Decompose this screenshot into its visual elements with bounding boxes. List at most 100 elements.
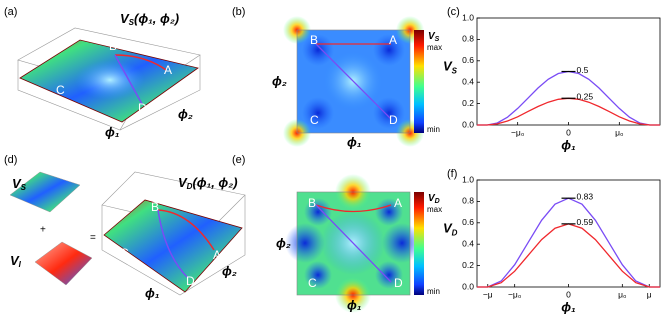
label-sub: S	[435, 36, 440, 43]
y-tick-label: 0.2	[462, 260, 474, 270]
panel-label: (e)	[232, 154, 245, 166]
panel-label: (b)	[232, 6, 245, 18]
label-base: V	[12, 176, 22, 191]
path-bd	[114, 54, 143, 105]
y-tick-label: 0.0	[462, 281, 474, 291]
heatmap	[285, 174, 422, 313]
colorbar	[414, 192, 424, 295]
path-bd	[157, 209, 189, 279]
x-axis-label: ϕ₁	[561, 137, 575, 152]
point-label: B	[109, 39, 117, 53]
colorbar-max: max	[427, 205, 442, 214]
surface-center	[75, 60, 145, 100]
x-axis-label: ϕ₁	[561, 299, 575, 314]
panel-label: (a)	[4, 6, 17, 18]
label-base: V	[428, 193, 436, 204]
line-series	[477, 97, 660, 126]
annotation-label: 0.25	[577, 92, 594, 102]
y-label: ϕ₂	[276, 235, 291, 250]
path-ba	[114, 54, 167, 71]
label-base: V	[178, 175, 188, 190]
point-label: B	[310, 33, 318, 47]
colorbar-title: VD	[428, 193, 440, 205]
x-tick-label: 0	[566, 289, 571, 299]
label-sub: D	[452, 229, 458, 238]
surface-label: VS(ϕ₁, ϕ₂)	[120, 11, 179, 27]
annotation-label: 0.59	[577, 217, 594, 227]
panel-label: (d)	[4, 154, 17, 166]
inset-surface	[9, 171, 81, 213]
point-label: D	[389, 113, 398, 127]
label-sub: I	[19, 260, 22, 269]
label-base: V	[10, 253, 20, 268]
x-tick-label: μ₀	[618, 289, 627, 299]
x-label: ϕ₁	[347, 134, 361, 149]
point-label: A	[389, 33, 397, 47]
y-tick-label: 0.0	[462, 119, 474, 129]
x-tick-label: 0	[566, 127, 571, 137]
colorbar-max: max	[427, 43, 442, 52]
label-sub: D	[187, 182, 193, 191]
surface	[103, 199, 243, 293]
colorbar-min: min	[427, 287, 440, 296]
point-label: B	[308, 196, 316, 210]
y-tick-label: 0.4	[462, 238, 474, 248]
label-base: V	[120, 11, 130, 26]
equals: =	[90, 233, 96, 244]
annotation-label: 0.83	[577, 191, 594, 201]
label-sub: S	[129, 18, 135, 27]
point-label: D	[186, 274, 195, 288]
label-base: V	[428, 31, 436, 42]
y-axis-label: VD	[443, 221, 458, 238]
point-label: D	[138, 101, 147, 115]
label-base: V	[443, 59, 453, 74]
colorbar-title: VS	[428, 31, 440, 43]
x-tick-label: −μ	[483, 289, 493, 299]
point-label: C	[310, 113, 319, 127]
point-label: A	[394, 196, 402, 210]
colorbar-min: min	[427, 125, 440, 134]
x-tick-label: μ	[647, 289, 652, 299]
y-label: ϕ₂	[272, 73, 287, 88]
point-label: C	[120, 246, 129, 260]
point-label: D	[394, 276, 403, 290]
plot-frame	[476, 179, 661, 288]
point-label: C	[308, 276, 317, 290]
y-tick-label: 1.0	[462, 12, 474, 22]
plus: +	[40, 225, 46, 236]
point-label: C	[56, 83, 65, 97]
x-tick-label: μ₀	[615, 127, 624, 137]
x-tick-label: −μ₀	[511, 127, 525, 137]
x-label: ϕ₁	[145, 285, 159, 300]
inset-label: VI	[10, 253, 22, 269]
point-label: B	[151, 200, 159, 214]
y-label: ϕ₂	[178, 106, 193, 121]
y-label: ϕ₂	[222, 263, 237, 278]
y-tick-label: 0.6	[462, 217, 474, 227]
point-label: A	[213, 248, 221, 262]
annotation-label: 0.5	[577, 65, 589, 75]
path-ba	[157, 209, 215, 251]
label-base: V	[443, 221, 453, 236]
surface-label: VD(ϕ₁, ϕ₂)	[178, 175, 238, 191]
label-args: (ϕ₁, ϕ₂)	[192, 175, 237, 190]
x-tick-label: −μ₀	[508, 289, 522, 299]
x-label: ϕ₁	[105, 124, 119, 139]
x-label: ϕ₁	[347, 297, 361, 312]
y-tick-label: 0.4	[462, 76, 474, 86]
panel-label: (f)	[447, 168, 457, 180]
inset-label: VS	[12, 176, 27, 192]
colorbar	[414, 30, 424, 133]
y-tick-label: 0.8	[462, 34, 474, 44]
point-label: A	[164, 63, 172, 77]
label-args: (ϕ₁, ϕ₂)	[134, 11, 179, 26]
line-series	[477, 197, 660, 288]
y-axis-label: VS	[443, 59, 458, 76]
label-sub: S	[21, 183, 27, 192]
y-tick-label: 0.2	[462, 98, 474, 108]
y-tick-label: 1.0	[462, 174, 474, 184]
y-tick-label: 0.8	[462, 196, 474, 206]
heatmap	[283, 16, 424, 147]
label-sub: S	[452, 67, 458, 76]
